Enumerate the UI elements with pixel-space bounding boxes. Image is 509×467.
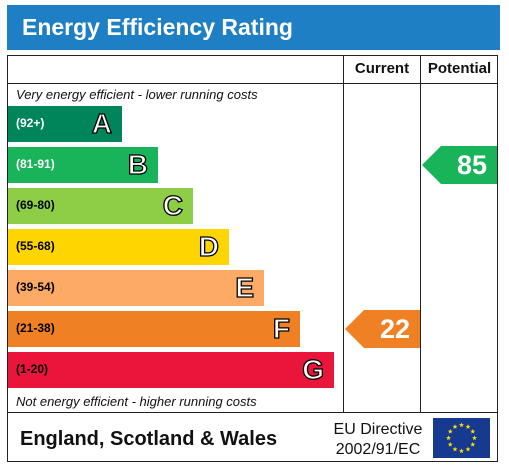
band-range: (69-80) [16,198,55,212]
column-divider-2 [420,56,421,412]
band-range: (92+) [16,116,45,130]
band-range: (55-68) [16,239,55,253]
band-letter: C [162,189,184,221]
header-divider [8,83,497,84]
potential-rating-arrow: 85 [422,146,497,184]
rating-band-b: (81-91) B [8,147,158,183]
eu-star [452,446,458,452]
eu-star [472,435,477,441]
footer-divider [8,412,497,413]
band-range: (1-20) [16,362,49,376]
rating-table: Current Potential Very energy efficient … [7,55,498,462]
eu-star [470,428,476,434]
directive-line-1: EU Directive [333,421,423,438]
eu-star [446,435,451,441]
band-range: (21-38) [16,321,55,335]
eu-directive: EU Directive 2002/91/EC [328,420,428,460]
rating-band-f: (21-38) F [8,311,300,347]
directive-line-2: 2002/91/EC [335,441,421,458]
band-letter: D [198,230,220,262]
eu-star [465,424,471,429]
eu-star [447,441,453,447]
potential-rating-value: 85 [456,150,487,180]
band-range: (81-91) [16,157,55,171]
eu-star [470,441,476,447]
page-title: Energy Efficiency Rating [22,14,293,40]
eu-star [452,424,458,429]
band-letter: G [302,353,325,385]
eu-star [459,448,464,454]
eu-star [459,422,464,428]
eu-flag-icon [433,418,490,458]
band-range: (39-54) [16,280,55,294]
eu-star [465,446,471,452]
current-column-header: Current [354,60,410,77]
rating-band-c: (69-80) C [8,188,193,224]
region-label: England, Scotland & Wales [20,428,278,450]
rating-band-g: (1-20) G [8,352,334,388]
band-letter: F [272,312,290,344]
column-divider-1 [343,56,344,412]
current-rating-value: 22 [379,314,410,344]
band-letter: A [91,107,113,139]
current-rating-arrow: 22 [345,310,420,348]
band-letter: B [127,148,149,180]
eu-star [447,428,453,434]
rating-band-a: (92+) A [8,106,122,142]
band-letter: E [235,271,255,303]
rating-band-e: (39-54) E [8,270,264,306]
rating-band-d: (55-68) D [8,229,229,265]
bottom-note: Not energy efficient - higher running co… [16,394,257,409]
header-bar: Energy Efficiency Rating [7,5,500,50]
potential-column-header: Potential [427,60,492,77]
top-note: Very energy efficient - lower running co… [16,87,258,102]
